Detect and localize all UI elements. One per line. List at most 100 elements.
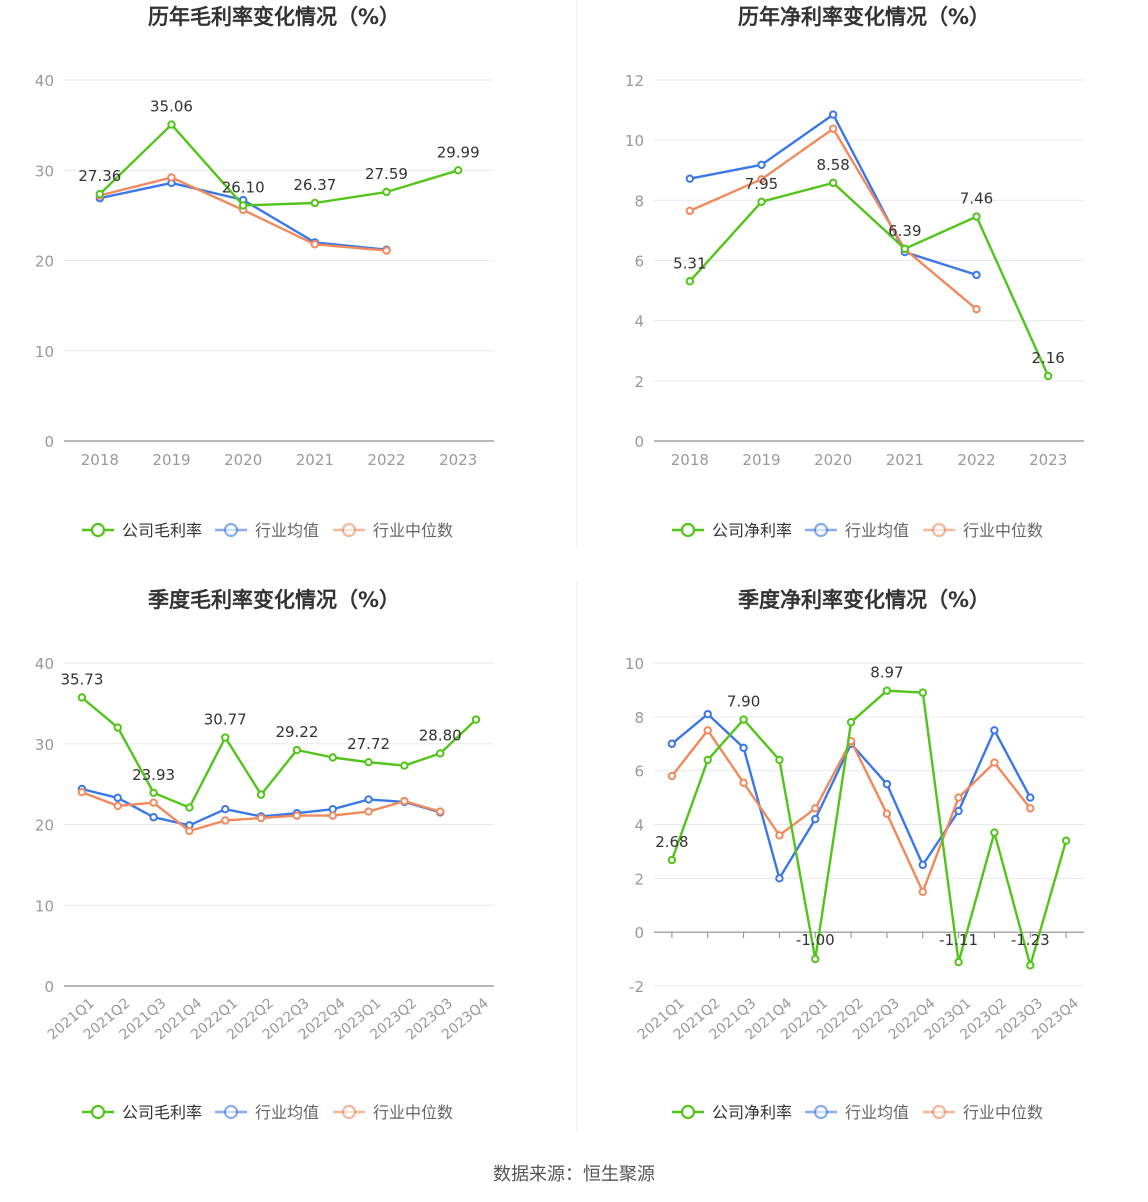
series-line-company [81,696,477,809]
data-label: 27.59 [365,165,408,183]
data-point-company [1026,961,1035,970]
y-tick-label: 0 [634,433,644,451]
legend-swatch-marker [931,1104,947,1120]
data-label: 8.97 [870,664,903,682]
x-tick-label: 2019 [152,451,190,469]
data-point-company [918,688,927,697]
data-point-median [667,771,677,781]
legend-item-company: 公司毛利率 [82,1103,202,1122]
legend-label: 公司净利率 [712,521,792,540]
data-source-note: 数据来源：恒生聚源 [493,1164,655,1185]
y-tick-label: 20 [35,253,54,271]
x-tick-label: 2021 [886,451,924,469]
data-label: 7.95 [745,175,778,193]
y-tick-label: 10 [625,132,644,150]
legend-label: 行业均值 [255,521,319,540]
legend-label: 公司毛利率 [122,1103,202,1122]
data-point-median [775,831,784,840]
legend-label: 公司净利率 [712,1103,792,1122]
data-point-median [77,788,87,797]
data-point-company [1043,371,1053,381]
data-label: 30.77 [204,711,247,729]
data-point-avg [811,814,820,824]
legend-item-avg: 行业均值 [805,521,909,540]
chart-title: 历年毛利率变化情况（%） [148,5,400,29]
legend-item-avg: 行业均值 [215,1103,319,1122]
legend-item-median: 行业中位数 [923,1103,1043,1122]
y-tick-label: 10 [35,343,54,361]
y-tick-label: 0 [634,924,644,942]
data-point-avg [775,874,784,883]
data-point-company [757,197,766,207]
data-label: 29.22 [275,723,318,741]
chart-title: 季度毛利率变化情况（%） [148,588,400,612]
data-point-company [471,715,481,724]
data-label: 28.80 [419,726,462,744]
data-point-company [238,201,248,210]
data-label: -1.00 [796,931,835,949]
series-line-company [98,123,459,207]
data-point-avg [113,793,122,803]
data-point-company [900,244,910,253]
data-label: 23.93 [132,766,175,784]
data-point-median [364,807,373,816]
data-point-median [972,305,981,314]
data-point-median [400,796,409,806]
chart-title: 历年净利率变化情况（%） [738,5,990,29]
legend-swatch-marker [680,522,696,538]
x-tick-label: 2021 [296,451,334,469]
data-point-company [221,733,230,742]
data-label: 35.73 [60,670,103,688]
data-point-company [775,755,784,765]
data-point-company [846,718,856,727]
y-tick-label: 12 [625,72,644,90]
data-label: 29.99 [437,143,480,161]
legend-label: 行业均值 [845,1103,909,1122]
legend-item-avg: 行业均值 [805,1103,909,1122]
data-point-avg [918,860,927,870]
data-point-avg [149,813,158,822]
y-tick-label: 2 [634,870,644,888]
x-tick-label: 2023 [439,451,477,469]
data-label: 2.16 [1031,349,1064,367]
y-tick-label: 4 [634,313,644,331]
data-point-company [990,828,999,837]
y-tick-label: 6 [634,253,644,271]
data-label: 6.39 [888,222,921,240]
data-point-avg [703,709,712,719]
legend-label: 行业中位数 [963,1103,1043,1122]
y-tick-label: 30 [35,736,54,754]
data-point-avg [757,160,766,170]
data-point-company [436,749,445,758]
data-point-company [739,715,748,724]
y-tick-label: 40 [35,655,54,673]
chart-panel-4: 季度净利率变化情况（%）-202468102021Q12021Q22021Q32… [625,588,1084,1122]
chart-panel-1: 历年毛利率变化情况（%） 0 10 20 30 40 2018 2019 2020 2021 202… [35,5,494,540]
legend-label: 公司毛利率 [122,521,202,540]
data-point-median [382,246,391,255]
x-tick-label: 2023 [1029,451,1067,469]
data-point-company [113,723,122,732]
data-label: 2.68 [655,833,688,851]
data-point-median [167,173,176,182]
data-point-company [185,803,194,812]
data-point-median [256,813,266,823]
data-point-avg [882,779,892,789]
legend-item-avg: 行业均值 [215,521,319,540]
data-label: 26.37 [293,176,336,194]
series-line-avg [689,113,977,277]
data-point-median [113,801,122,811]
data-point-median [828,124,838,133]
legend-label: 行业中位数 [963,521,1043,540]
data-point-company [382,187,391,197]
x-tick-label: 2018 [81,451,119,469]
data-point-median [882,809,892,818]
series-line-company [670,689,1068,967]
data-point-avg [1026,793,1035,802]
chart-title: 季度净利率变化情况（%） [738,588,990,612]
data-point-company [453,166,463,175]
data-point-company [954,957,963,967]
y-tick-label: 8 [634,192,644,210]
data-point-company [972,212,981,221]
data-label: 7.46 [960,190,993,208]
